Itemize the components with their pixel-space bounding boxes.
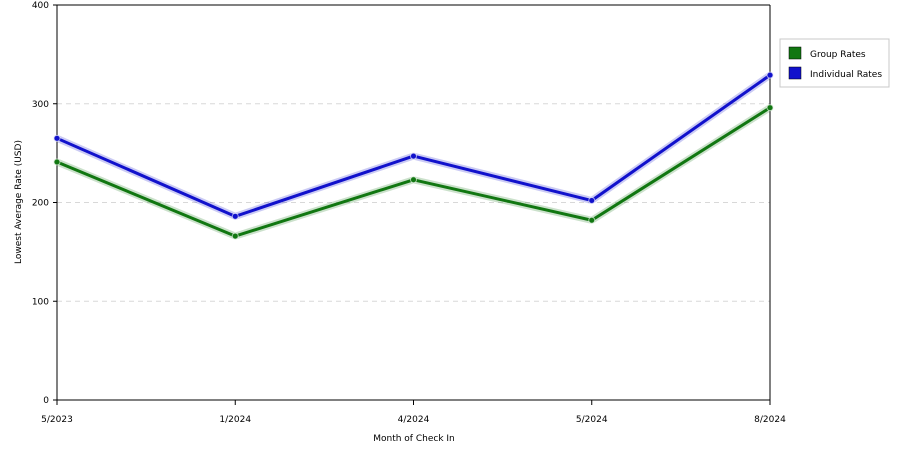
data-point bbox=[588, 197, 596, 205]
data-point bbox=[53, 134, 61, 142]
y-axis-title: Lowest Average Rate (USD) bbox=[14, 140, 24, 264]
data-point bbox=[53, 158, 61, 166]
legend-swatch-group-rates bbox=[788, 46, 802, 60]
y-tick-label: 400 bbox=[32, 1, 49, 11]
data-point bbox=[766, 104, 774, 112]
legend: Group Rates Individual Rates bbox=[779, 38, 890, 88]
x-tick-label: 8/2024 bbox=[754, 415, 786, 425]
x-tick-label: 4/2024 bbox=[398, 415, 430, 425]
legend-label-individual-rates: Individual Rates bbox=[810, 70, 882, 80]
data-point bbox=[231, 212, 239, 220]
data-point bbox=[588, 216, 596, 224]
grid-lines bbox=[57, 103, 770, 302]
data-point bbox=[410, 152, 417, 160]
x-ticks: 5/2023 1/2024 4/2024 5/2024 8/2024 bbox=[41, 400, 786, 425]
data-point bbox=[410, 176, 417, 184]
series-line bbox=[55, 73, 772, 218]
x-tick-label: 5/2024 bbox=[576, 415, 608, 425]
series-line-glow bbox=[53, 104, 774, 240]
legend-swatch-individual-rates bbox=[788, 66, 802, 80]
x-tick-label: 1/2024 bbox=[219, 415, 251, 425]
x-tick-label: 5/2023 bbox=[41, 415, 73, 425]
data-point bbox=[231, 232, 239, 240]
y-tick-label: 300 bbox=[32, 100, 49, 110]
data-point bbox=[766, 71, 774, 79]
legend-label-group-rates: Group Rates bbox=[810, 50, 866, 60]
y-tick-label: 0 bbox=[43, 396, 49, 406]
y-tick-label: 100 bbox=[32, 297, 49, 307]
x-axis-title: Month of Check In bbox=[373, 434, 455, 444]
y-tick-label: 200 bbox=[32, 199, 49, 209]
series-line-glow bbox=[53, 71, 774, 220]
series bbox=[53, 71, 774, 240]
y-ticks: 0 100 200 300 400 bbox=[32, 1, 57, 406]
